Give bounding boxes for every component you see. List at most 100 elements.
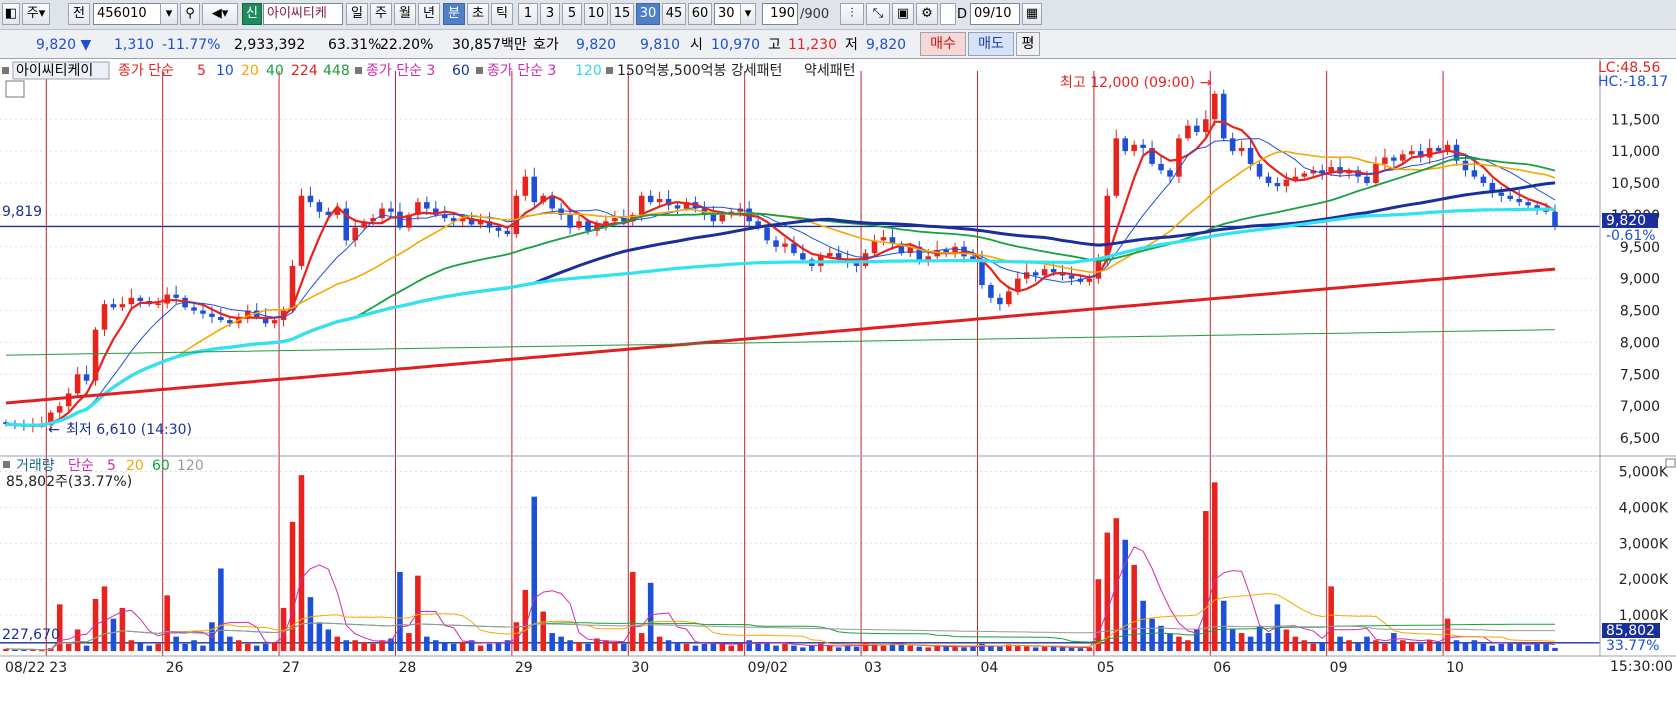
- volume-bar: [755, 643, 761, 651]
- count-input[interactable]: 190: [762, 3, 798, 25]
- minute-1[interactable]: 1: [518, 3, 538, 25]
- candle-body: [1095, 259, 1102, 279]
- vol-current-box: [1602, 623, 1660, 638]
- period-week[interactable]: 주: [370, 3, 392, 25]
- time-label: 15:30:00: [1610, 659, 1673, 675]
- minute-30[interactable]: 30: [636, 3, 660, 25]
- volume-bar: [701, 643, 708, 651]
- speaker-icon[interactable]: ◀▾: [202, 3, 238, 25]
- ma224-line: [5, 267, 1556, 405]
- search-icon[interactable]: ⚲: [180, 3, 200, 25]
- volume-tick-label: 5,000K: [1619, 465, 1669, 481]
- vol-right-pct: 33.77%: [1606, 638, 1659, 654]
- candle-body: [433, 208, 439, 215]
- candle-body: [298, 195, 305, 266]
- period-day[interactable]: 일: [346, 3, 368, 25]
- candle-body: [916, 246, 923, 260]
- candle-body: [1408, 151, 1415, 155]
- price-tick-label: 8,500: [1620, 304, 1660, 320]
- minute-3[interactable]: 3: [540, 3, 560, 25]
- minute-10[interactable]: 10: [584, 3, 608, 25]
- candle-body: [1274, 183, 1281, 187]
- candle-body: [576, 221, 582, 228]
- eval-button[interactable]: 평: [1016, 32, 1040, 56]
- minute-60[interactable]: 60: [688, 3, 712, 25]
- ma120-line: [5, 207, 1556, 427]
- buy-button[interactable]: 매수: [920, 32, 966, 56]
- candle-body: [997, 297, 1003, 305]
- date-input[interactable]: 09/10: [970, 3, 1020, 25]
- volume-bar: [200, 645, 206, 651]
- save-icon[interactable]: ▣: [892, 3, 914, 25]
- vol-ma-label: 단순: [68, 458, 94, 474]
- date-label: 06: [1213, 660, 1231, 676]
- candle-body: [621, 218, 627, 222]
- panel-close-icon[interactable]: [1665, 458, 1676, 468]
- draw-tool-icon[interactable]: ⤡: [866, 3, 890, 25]
- volume-bar: [835, 647, 842, 651]
- volume-bar: [1391, 633, 1397, 651]
- volume-bar: [30, 649, 36, 651]
- candle-body: [1211, 93, 1218, 120]
- code-input[interactable]: 456010: [93, 3, 178, 25]
- volume-bar: [477, 645, 484, 651]
- volume-bar: [486, 643, 493, 651]
- candle-body: [1113, 138, 1120, 196]
- stock-name-field[interactable]: 아이씨티케: [263, 3, 343, 25]
- sell-button[interactable]: 매도: [968, 32, 1014, 56]
- candle-body: [907, 246, 914, 254]
- volume-moving-averages: [5, 546, 1556, 651]
- volume-bar: [1328, 586, 1334, 651]
- period-tick[interactable]: 틱: [491, 3, 513, 25]
- calendar-icon[interactable]: ▦: [1022, 3, 1042, 25]
- volume-bar: [728, 645, 735, 651]
- volume-bar: [3, 648, 9, 651]
- candle-body: [853, 262, 860, 266]
- prev-button[interactable]: 전: [68, 3, 90, 25]
- candle-body: [1032, 272, 1039, 276]
- period-minute[interactable]: 분: [443, 3, 465, 25]
- candle-icon[interactable]: ⫶: [840, 3, 864, 25]
- date-label: 28: [398, 660, 416, 676]
- grid-toggle-icon[interactable]: [5, 80, 25, 98]
- layout-icon[interactable]: ◧: [2, 3, 20, 25]
- minute-45[interactable]: 45: [662, 3, 686, 25]
- volume-bar: [1319, 642, 1325, 651]
- gear-icon[interactable]: ⚙: [916, 3, 938, 25]
- period-second[interactable]: 초: [467, 3, 489, 25]
- candle-body: [979, 259, 985, 286]
- stock-chart[interactable]: 6,5007,0007,5008,0008,5009,0009,50010,00…: [0, 59, 1676, 722]
- minute-5[interactable]: 5: [562, 3, 582, 25]
- candle-body: [200, 310, 206, 314]
- legend-ma-224: 224: [291, 63, 318, 79]
- candle-body: [450, 218, 457, 222]
- candle-body: [1444, 144, 1451, 152]
- period-year[interactable]: 년: [418, 3, 440, 25]
- candle-body: [209, 313, 215, 317]
- minute-dropdown-icon[interactable]: ▾: [740, 3, 756, 25]
- hc-value: HC:-18.17: [1598, 74, 1668, 90]
- volume-bar: [334, 636, 341, 651]
- candle-body: [173, 294, 179, 298]
- volume-bar: [182, 643, 188, 651]
- vol-ma-5: 5: [107, 458, 116, 474]
- code-dropdown-icon[interactable]: ▾: [160, 3, 178, 25]
- minute-15[interactable]: 15: [610, 3, 634, 25]
- price-tick-label: 11,500: [1611, 112, 1660, 128]
- volume-bar: [280, 607, 287, 651]
- legend-ma-20: 20: [241, 63, 259, 79]
- day-separator-lines: [45, 71, 1444, 656]
- d-checkbox[interactable]: [940, 3, 956, 25]
- candle-body: [522, 176, 529, 196]
- legend-name-box[interactable]: [12, 61, 110, 80]
- candle-body: [1426, 147, 1433, 158]
- date-label: 30: [631, 660, 649, 676]
- market-select[interactable]: 주▾: [22, 3, 50, 25]
- candle-body: [970, 256, 976, 260]
- volume-bar: [397, 572, 403, 651]
- volume-bar: [621, 643, 627, 651]
- period-month[interactable]: 월: [394, 3, 416, 25]
- volume-bar: [1077, 648, 1084, 651]
- candle-body: [719, 214, 726, 222]
- candle-body: [1462, 160, 1469, 171]
